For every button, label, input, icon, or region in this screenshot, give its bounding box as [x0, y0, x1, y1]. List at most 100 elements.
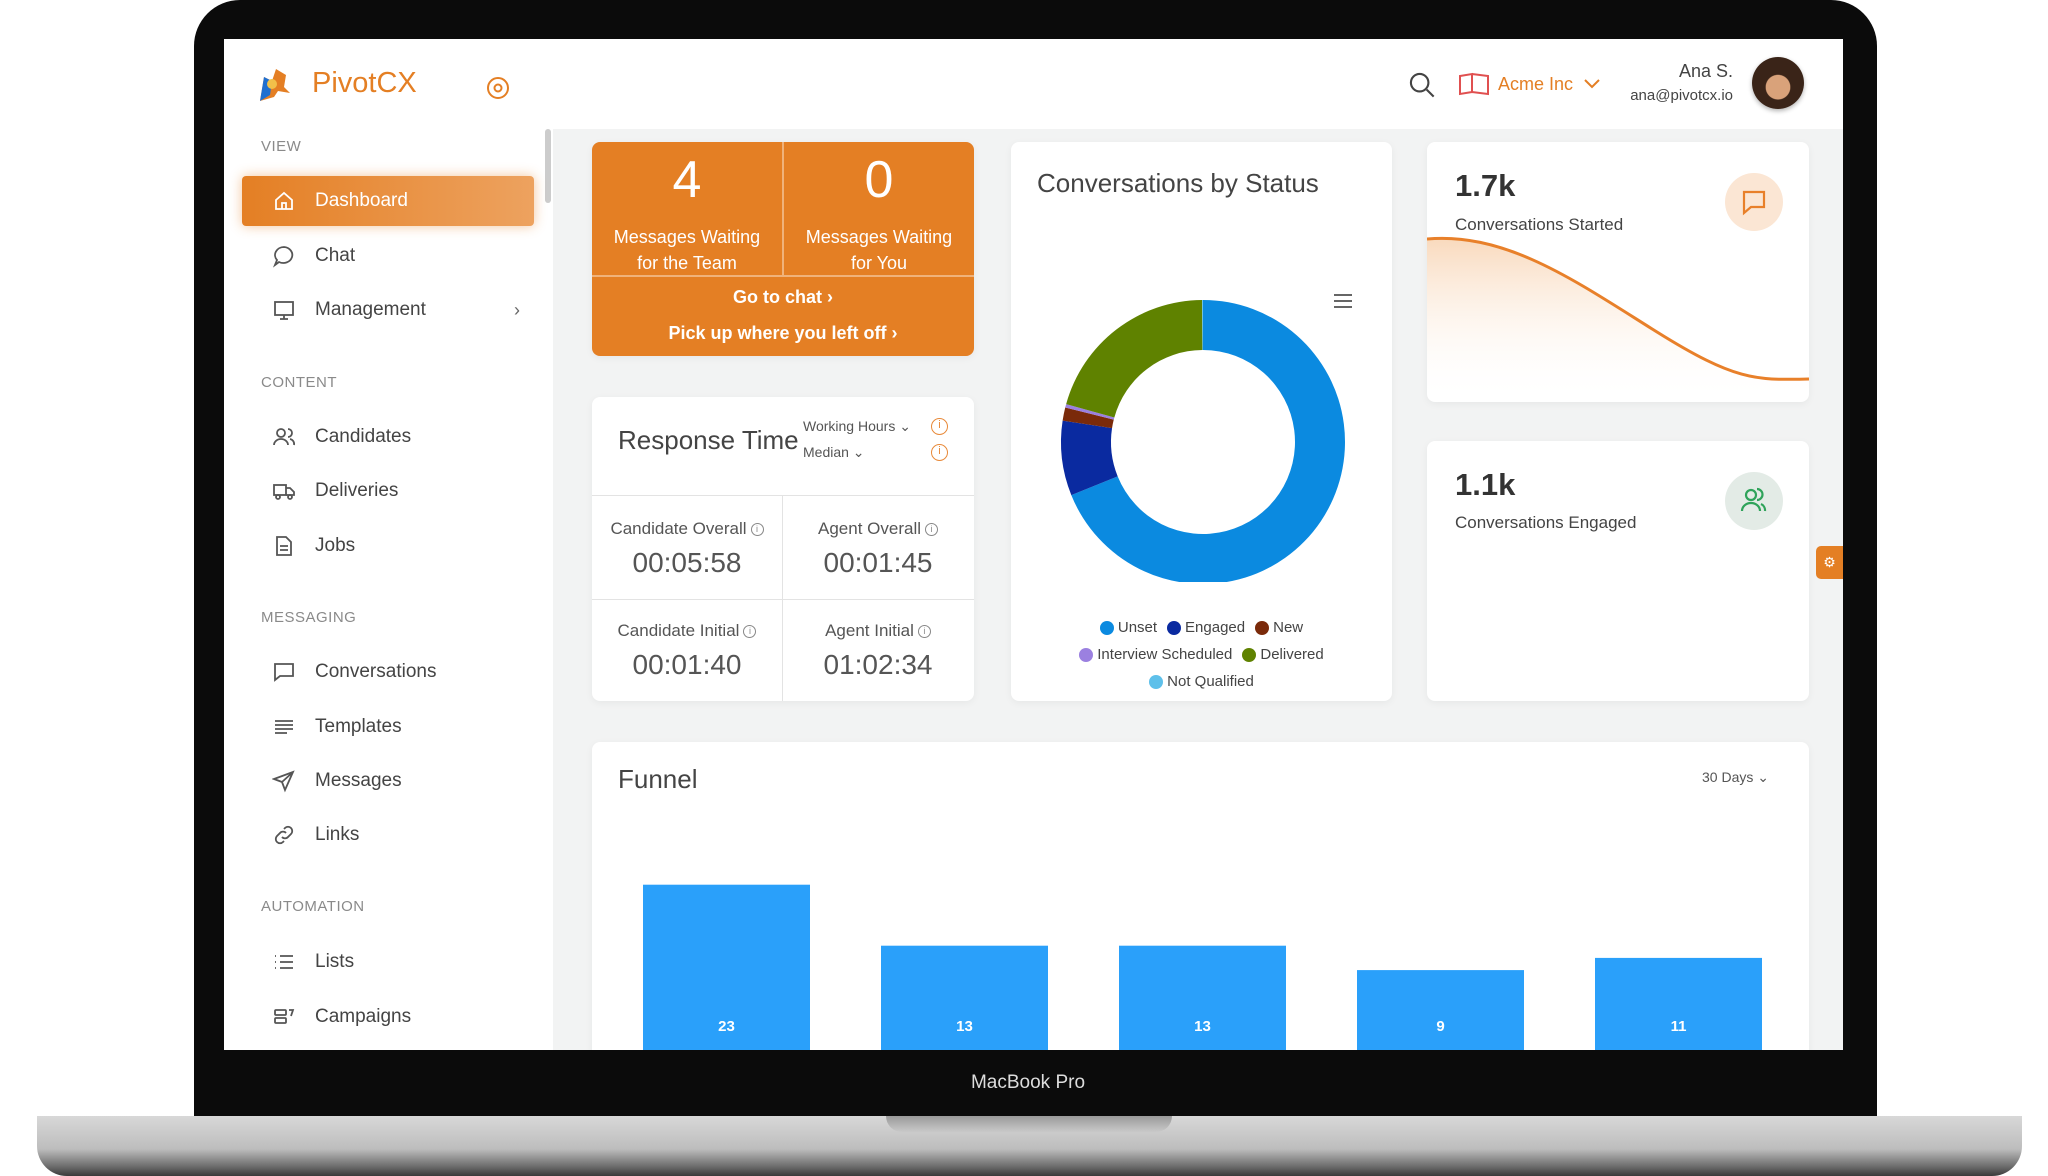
sidebar-item-conversations[interactable]: Conversations — [242, 647, 534, 697]
device-label: MacBook Pro — [970, 1072, 1086, 1093]
info-icon[interactable]: i — [931, 444, 948, 461]
sidebar-item-lists[interactable]: Lists — [242, 937, 534, 987]
brand-name: PivotCX — [312, 67, 417, 99]
working-hours-dropdown[interactable]: Working Hours ⌄ — [803, 418, 911, 434]
funnel-bar-label: 23 — [718, 1018, 735, 1035]
list-icon — [275, 955, 293, 969]
started-trend-chart — [1427, 236, 1809, 402]
sidebar-item-label: Messages — [315, 770, 402, 791]
send-icon — [272, 770, 295, 793]
conversations-engaged-card: 1.1k Conversations Engaged — [1427, 441, 1809, 701]
user-email: ana@pivotcx.io — [1630, 87, 1733, 104]
funnel-bar-label: 13 — [1194, 1018, 1211, 1035]
info-icon[interactable]: i — [931, 418, 948, 435]
section-automation: AUTOMATION — [261, 898, 365, 915]
legend-swatch — [1167, 621, 1182, 635]
sidebar-item-label: Dashboard — [315, 190, 408, 211]
messages-waiting-card: 4 Messages Waiting for the Team 0 Message… — [592, 142, 974, 356]
sidebar: PivotCX VIEW CONTENT MESSAGING AUTOMATIO… — [224, 39, 553, 1050]
users-icon — [1725, 472, 1783, 530]
kpi-label: Conversations Engaged — [1455, 513, 1637, 532]
pivotcx-logo-icon — [260, 69, 290, 101]
sidebar-item-dashboard[interactable]: Dashboard — [242, 176, 534, 226]
user-name: Ana S. — [1678, 61, 1733, 81]
sidebar-scrollbar[interactable] — [545, 129, 551, 203]
sidebar-item-label: Templates — [315, 716, 402, 737]
kpi-label: Conversations Started — [1455, 215, 1624, 234]
sidebar-item-label: Conversations — [315, 661, 437, 682]
kpi-value: 1.1k — [1455, 467, 1516, 502]
legend-item[interactable]: Engaged — [1167, 616, 1245, 640]
funnel-bar-label: 11 — [1671, 1018, 1687, 1035]
campaign-icon — [274, 1009, 295, 1024]
sidebar-item-label: Candidates — [315, 426, 412, 447]
chevron-right-icon: › — [514, 299, 520, 320]
sidebar-item-management[interactable]: Management › — [242, 285, 534, 335]
funnel-bar[interactable] — [1119, 945, 1286, 1050]
organization-icon — [1459, 72, 1489, 96]
donut-slice-not-qualified[interactable] — [1202, 300, 1203, 351]
sidebar-item-candidates[interactable]: Candidates — [242, 412, 534, 462]
donut-slice-new[interactable] — [1062, 407, 1114, 429]
sidebar-item-label: Deliveries — [315, 480, 399, 501]
go-to-chat-link[interactable]: Go to chat › — [733, 287, 833, 307]
area-fill — [1427, 238, 1809, 402]
funnel-title: Funnel — [618, 764, 698, 794]
donut-slice-delivered[interactable] — [1066, 300, 1203, 418]
avatar[interactable] — [1752, 57, 1804, 109]
legend-item[interactable]: Interview Scheduled — [1079, 643, 1232, 667]
legend-item[interactable]: Unset — [1099, 616, 1157, 640]
org-selector[interactable]: Acme Inc — [1498, 74, 1574, 94]
settings-gear-tab[interactable]: ⚙ — [1816, 546, 1843, 579]
funnel-bar[interactable] — [881, 945, 1048, 1050]
legend-swatch — [1079, 648, 1094, 662]
legend-swatch — [1099, 621, 1114, 635]
funnel-bar[interactable] — [1595, 957, 1762, 1050]
candidate-overall-label: Candidate Overall i — [592, 519, 782, 539]
chevron-down-icon[interactable] — [1583, 77, 1601, 91]
align-left-icon — [275, 720, 293, 734]
users-icon — [273, 428, 295, 446]
search-icon[interactable] — [1408, 71, 1436, 99]
funnel-chart: 23 13 13 9 11 — [643, 884, 1762, 1050]
donut-slice-engaged[interactable] — [1061, 420, 1118, 496]
sidebar-item-links[interactable]: Links — [242, 810, 534, 860]
kpi-value: 1.7k — [1455, 168, 1516, 203]
pick-up-link[interactable]: Pick up where you left off › — [668, 323, 898, 343]
sidebar-item-campaigns[interactable]: Campaigns — [242, 992, 534, 1042]
you-waiting-label: Messages Waiting for You — [805, 227, 953, 273]
funnel-bar[interactable] — [1357, 970, 1524, 1050]
funnel-bar[interactable] — [643, 884, 810, 1050]
candidate-initial-label: Candidate Initial i — [592, 621, 782, 641]
sidebar-item-deliveries[interactable]: Deliveries — [242, 466, 534, 516]
legend-item[interactable]: Not Qualified — [1149, 670, 1254, 694]
trend-line — [1427, 236, 1809, 381]
target-icon[interactable] — [486, 76, 510, 100]
median-dropdown[interactable]: Median ⌄ — [803, 444, 865, 460]
sidebar-item-jobs[interactable]: Jobs — [242, 521, 534, 571]
donut-slice-interview-scheduled[interactable] — [1065, 404, 1115, 420]
message-square-icon — [274, 663, 294, 682]
funnel-bar-label: 13 — [956, 1018, 973, 1035]
sidebar-item-messages[interactable]: Messages — [242, 756, 534, 806]
range-dropdown[interactable]: 30 Days ⌄ — [1702, 769, 1769, 785]
legend-swatch — [1242, 648, 1257, 662]
donut-slice-unset[interactable] — [1071, 300, 1345, 582]
legend-item[interactable]: Delivered — [1242, 643, 1324, 667]
sidebar-item-label: Lists — [315, 951, 355, 972]
chat-bubble-icon — [272, 246, 294, 268]
sidebar-item-templates[interactable]: Templates — [242, 702, 534, 752]
sidebar-item-chat[interactable]: Chat — [242, 231, 534, 281]
top-header: Acme Inc Ana S. ana@pivotcx.io — [553, 39, 1843, 129]
chart-menu-icon[interactable] — [1332, 292, 1354, 310]
legend-item[interactable]: New — [1255, 616, 1303, 640]
truck-icon — [273, 484, 295, 500]
funnel-bar-label: 9 — [1436, 1018, 1444, 1035]
document-icon — [276, 536, 292, 556]
message-square-icon — [1725, 173, 1783, 231]
conversations-by-status-card: Conversations by Status Unset Engaged New … — [1011, 142, 1392, 701]
conversations-started-card: 1.7k Conversations Started — [1427, 142, 1809, 402]
donut-chart — [1061, 300, 1345, 582]
sidebar-item-label: Campaigns — [315, 1006, 412, 1027]
sidebar-item-label: Chat — [315, 245, 356, 266]
